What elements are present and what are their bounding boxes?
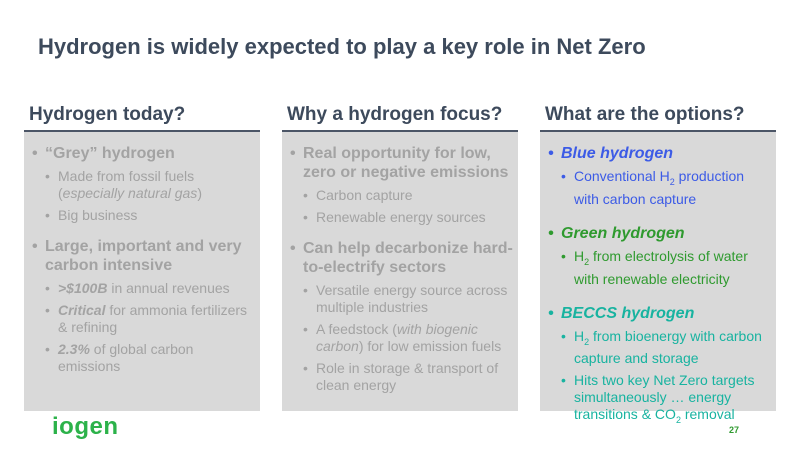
sub-bullet: Conventional H2 production with carbon c…	[548, 168, 772, 208]
sub-bullet: 2.3% of global carbon emissions	[32, 341, 256, 375]
bullet-green-hydrogen: Green hydrogen	[548, 224, 772, 243]
column-heading: Hydrogen today?	[24, 104, 260, 132]
sub-bullet: Hits two key Net Zero targets simultaneo…	[548, 372, 772, 429]
slide-title: Hydrogen is widely expected to play a ke…	[38, 34, 646, 59]
sub-bullet: Carbon capture	[290, 187, 514, 204]
column-heading: Why a hydrogen focus?	[282, 104, 518, 132]
sub-bullet: H2 from bioenergy with carbon capture an…	[548, 328, 772, 368]
column-box: Blue hydrogen Conventional H2 production…	[540, 132, 776, 425]
bullet-beccs-hydrogen: BECCS hydrogen	[548, 304, 772, 323]
sub-bullet: Big business	[32, 207, 256, 224]
sub-bullet: Made from fossil fuels (especially natur…	[32, 168, 256, 202]
sub-bullet: Critical for ammonia fertilizers & refin…	[32, 302, 256, 336]
sub-bullet: >$100B in annual revenues	[32, 280, 256, 297]
column-hydrogen-today: Hydrogen today? “Grey” hydrogen Made fro…	[24, 104, 260, 411]
bullet: “Grey” hydrogen	[32, 144, 256, 163]
sub-bullet: Versatile energy source across multiple …	[290, 282, 514, 316]
sub-bullet: H2 from electrolysis of water with renew…	[548, 248, 772, 288]
page-number: 27	[729, 425, 740, 435]
bullet: Real opportunity for low, zero or negati…	[290, 144, 514, 182]
sub-bullet: Renewable energy sources	[290, 209, 514, 226]
bullet-blue-hydrogen: Blue hydrogen	[548, 144, 772, 163]
iogen-logo: iogen	[52, 413, 119, 440]
column-box: Real opportunity for low, zero or negati…	[282, 132, 518, 411]
column-why-hydrogen: Why a hydrogen focus? Real opportunity f…	[282, 104, 518, 411]
bullet: Can help decarbonize hard-to-electrify s…	[290, 239, 514, 277]
column-heading: What are the options?	[540, 104, 776, 132]
bullet: Large, important and very carbon intensi…	[32, 237, 256, 275]
column-options: What are the options? Blue hydrogen Conv…	[540, 104, 776, 425]
sub-bullet: Role in storage & transport of clean ene…	[290, 360, 514, 394]
column-box: “Grey” hydrogen Made from fossil fuels (…	[24, 132, 260, 411]
sub-bullet: A feedstock (with biogenic carbon) for l…	[290, 321, 514, 355]
